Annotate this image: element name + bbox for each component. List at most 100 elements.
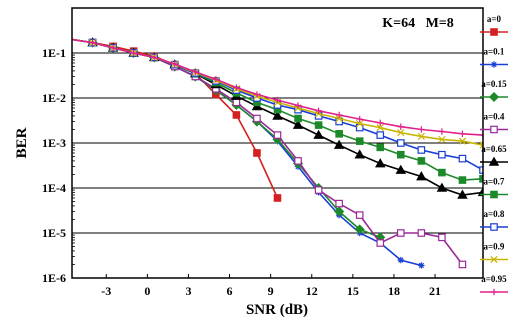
data-point	[333, 139, 345, 149]
data-point	[417, 146, 426, 154]
data-point	[313, 129, 324, 139]
data-point	[192, 68, 199, 76]
series-group	[72, 37, 483, 269]
data-point	[488, 91, 500, 103]
data-point	[292, 119, 304, 129]
data-point	[212, 76, 220, 83]
data-point	[418, 262, 425, 269]
data-point	[376, 131, 385, 139]
data-point	[130, 49, 137, 57]
x-tick-label: -3	[101, 284, 111, 298]
data-point	[273, 131, 282, 139]
data-point	[417, 132, 425, 141]
legend: a=0 a=0.1 a=0.15 a=0.4 a=0.65 a=0.7 a=0.8 a=0.9…	[480, 14, 508, 296]
data-point	[417, 157, 426, 165]
x-axis-title: SNR (dB)	[246, 302, 308, 318]
x-tick-label: 18	[388, 284, 400, 298]
data-point	[274, 96, 281, 104]
data-point	[395, 164, 407, 174]
legend-label: a=0.4	[484, 112, 505, 122]
data-point	[272, 110, 283, 120]
y-tick-label: 1E-2	[42, 91, 66, 105]
y-tick-label: 1E-5	[42, 226, 66, 240]
data-point	[335, 111, 343, 119]
data-point	[457, 189, 468, 199]
data-point	[397, 256, 404, 264]
data-point	[490, 190, 498, 199]
data-point	[376, 143, 385, 152]
x-tick-label: 9	[268, 284, 274, 298]
legend-label: a=0.8	[484, 209, 505, 219]
data-point	[376, 123, 384, 132]
data-point	[397, 150, 405, 159]
legend-label: a=0.95	[481, 274, 507, 284]
data-point	[377, 119, 384, 127]
chart-annotation: K=64 M=8	[382, 16, 454, 31]
data-point	[488, 156, 500, 166]
data-point	[354, 224, 365, 235]
data-point	[418, 126, 425, 133]
data-point	[334, 206, 345, 217]
data-point	[355, 137, 364, 145]
y-tick-label: 1E-3	[42, 136, 66, 150]
data-point	[479, 131, 483, 139]
data-point	[253, 114, 261, 123]
y-tick-label: 1E-1	[42, 46, 66, 60]
data-point	[490, 125, 498, 134]
data-point	[438, 168, 446, 177]
data-point	[355, 211, 364, 219]
legend-label: a=0.65	[481, 144, 507, 154]
data-point	[335, 130, 343, 138]
data-point	[89, 39, 96, 46]
data-point	[490, 61, 498, 68]
data-point	[294, 114, 302, 123]
data-point	[294, 157, 302, 165]
data-point	[109, 44, 117, 52]
x-tick-label: 21	[429, 284, 441, 298]
data-point	[458, 260, 467, 269]
x-tick-label: 12	[306, 284, 318, 298]
data-point	[490, 28, 498, 36]
data-point	[335, 114, 343, 123]
data-point	[151, 54, 158, 61]
data-point	[294, 102, 302, 109]
x-tick-label: 6	[227, 284, 233, 298]
data-point	[253, 91, 261, 98]
data-point	[397, 139, 405, 147]
legend-label: a=0	[487, 14, 502, 24]
x-tick-label: 15	[347, 284, 359, 298]
y-tick-label: 1E-6	[42, 271, 66, 285]
data-point	[479, 141, 483, 149]
data-point	[232, 98, 241, 107]
data-point	[458, 154, 467, 163]
data-point	[315, 107, 322, 114]
legend-label: a=0.7	[484, 177, 505, 187]
data-point	[458, 176, 467, 184]
data-point	[335, 199, 343, 208]
data-point	[171, 60, 178, 68]
y-tick-label: 1E-4	[42, 181, 66, 195]
data-point	[459, 130, 466, 138]
data-point	[436, 182, 448, 192]
y-axis-title: BER	[14, 127, 30, 158]
series-a-0-95	[72, 38, 483, 139]
data-point	[232, 111, 241, 119]
data-point	[490, 288, 498, 296]
data-point	[417, 229, 426, 237]
data-point	[356, 119, 364, 128]
x-tick-label: 3	[185, 284, 191, 298]
data-point	[416, 171, 427, 181]
data-point	[438, 150, 446, 159]
data-point	[314, 121, 323, 129]
axis-ticks: 1E-1 1E-2 1E-3 1E-4 1E-5 1E-6 -3 0 3 6 9 12 15 18 21	[42, 46, 441, 298]
legend-label: a=0.9	[484, 242, 505, 252]
data-point	[273, 194, 282, 202]
data-point	[253, 149, 261, 157]
data-point	[397, 123, 404, 130]
data-point	[458, 137, 467, 145]
data-point	[314, 186, 323, 194]
data-point	[356, 115, 363, 123]
data-point	[438, 233, 446, 242]
